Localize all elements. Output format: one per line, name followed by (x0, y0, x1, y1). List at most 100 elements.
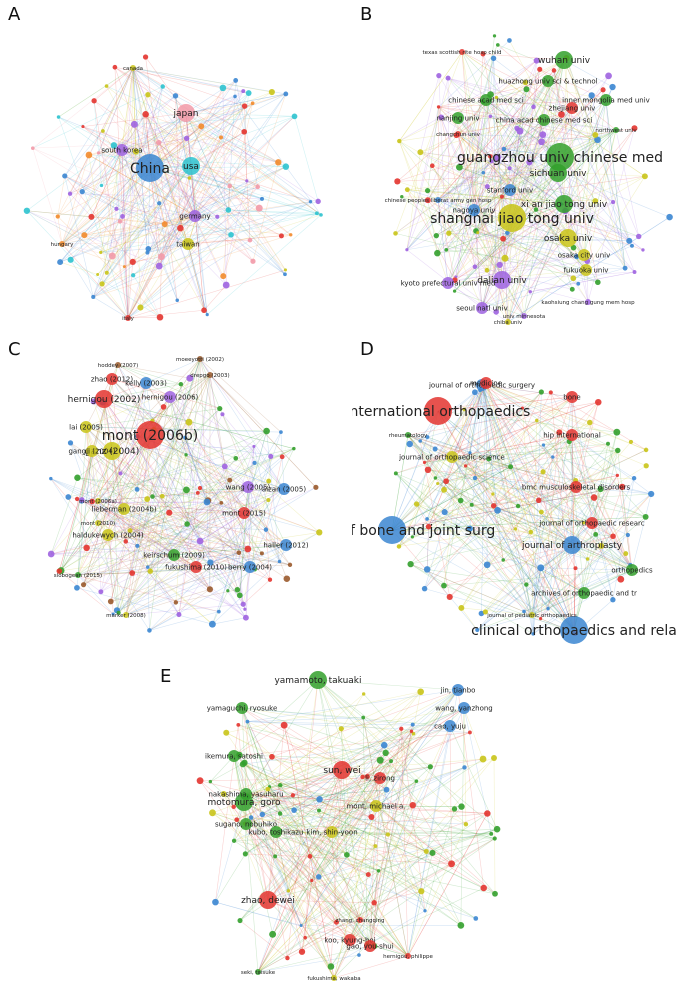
minor-node (215, 214, 220, 219)
network-edge (194, 166, 286, 217)
network-edge (137, 436, 175, 556)
network-edge (152, 420, 249, 488)
network-edge (158, 142, 279, 163)
network-edge (241, 707, 413, 725)
network-edge (186, 374, 211, 525)
network-edge (501, 176, 645, 197)
minor-node (279, 454, 285, 460)
minor-node (159, 493, 165, 499)
network-node: mont (2010) (81, 520, 115, 527)
minor-node (147, 628, 152, 633)
network-edge (385, 752, 452, 864)
minor-node (177, 224, 184, 232)
network-edge (412, 767, 465, 806)
minor-node (263, 527, 269, 532)
minor-node (134, 487, 140, 492)
minor-node (635, 233, 642, 240)
minor-node (595, 279, 601, 286)
minor-node (551, 68, 557, 73)
network-edge (275, 856, 476, 919)
network-edge (485, 382, 573, 436)
network-node: hip international (543, 429, 601, 441)
network-edge (93, 100, 192, 167)
network-edge (437, 237, 569, 254)
network-edge (595, 534, 614, 537)
network-edge (245, 823, 351, 941)
network-edge (97, 396, 171, 502)
network-edge (575, 486, 646, 518)
network-edge (591, 432, 618, 524)
minor-node (611, 200, 616, 205)
network-edge (127, 228, 181, 319)
network-edge (132, 67, 196, 217)
network-edge (318, 805, 377, 878)
minor-node (145, 246, 152, 252)
network-edge (110, 486, 249, 602)
node-circle (95, 498, 101, 504)
network-edge (451, 456, 489, 460)
network-edge (229, 185, 286, 275)
network-edge (288, 828, 498, 892)
network-edge (443, 384, 483, 586)
network-edge (60, 261, 98, 275)
minor-node (499, 194, 505, 199)
minor-node (241, 128, 248, 135)
network-edge (427, 101, 484, 201)
network-edge (391, 516, 646, 531)
node-label: berry (2004) (228, 563, 272, 571)
minor-node (598, 542, 605, 549)
minor-node (132, 148, 140, 155)
minor-node (538, 509, 544, 515)
network-edge (81, 501, 271, 580)
minor-node (269, 930, 277, 938)
network-edge (447, 230, 477, 284)
network-edge (477, 172, 559, 233)
node-label: changchun univ (436, 132, 481, 138)
network-edge (485, 382, 570, 442)
network-edge (241, 707, 281, 814)
network-edge (61, 126, 202, 245)
network-edge (454, 290, 525, 317)
minor-node (269, 753, 275, 760)
network-node: mont (2015) (222, 507, 266, 519)
minor-node-layer (393, 388, 655, 637)
minor-node (546, 607, 550, 611)
node-label: zhang, changqing (335, 918, 384, 924)
network-edge (447, 279, 503, 284)
minor-node (285, 955, 290, 961)
network-edge (51, 540, 201, 555)
network-edge (399, 119, 545, 142)
minor-node (466, 525, 473, 532)
network-edge (239, 691, 421, 921)
minor-node (178, 381, 184, 387)
network-edge (532, 592, 585, 635)
minor-node (469, 502, 474, 507)
minor-node (233, 78, 239, 83)
node-label: mont (2006b) (102, 428, 198, 444)
network-edge (475, 230, 504, 239)
minor-node (376, 756, 384, 764)
minor-node (201, 307, 207, 314)
network-edge (243, 679, 319, 803)
minor-node (478, 610, 485, 617)
minor-node (436, 73, 442, 79)
network-edge (85, 426, 267, 432)
network-edge (311, 689, 459, 881)
network-edge (119, 221, 189, 245)
network-edge (447, 94, 491, 284)
network-edge (288, 689, 459, 892)
network-edge (265, 529, 271, 580)
network-edge (243, 801, 422, 892)
network-edge (114, 67, 322, 216)
minor-node (118, 471, 123, 476)
network-edge (228, 103, 253, 211)
node-label: lieberman (2004b) (91, 505, 156, 513)
network-edge (474, 392, 593, 524)
network-edge (362, 717, 409, 957)
network-edge (507, 217, 513, 323)
network-node: jin, tianbo (440, 684, 475, 696)
network-edge (457, 117, 510, 169)
network-edge (407, 434, 542, 513)
node-label: yamamoto, takuaki (274, 676, 361, 686)
network-node: haldukewych (2004) (72, 529, 144, 541)
